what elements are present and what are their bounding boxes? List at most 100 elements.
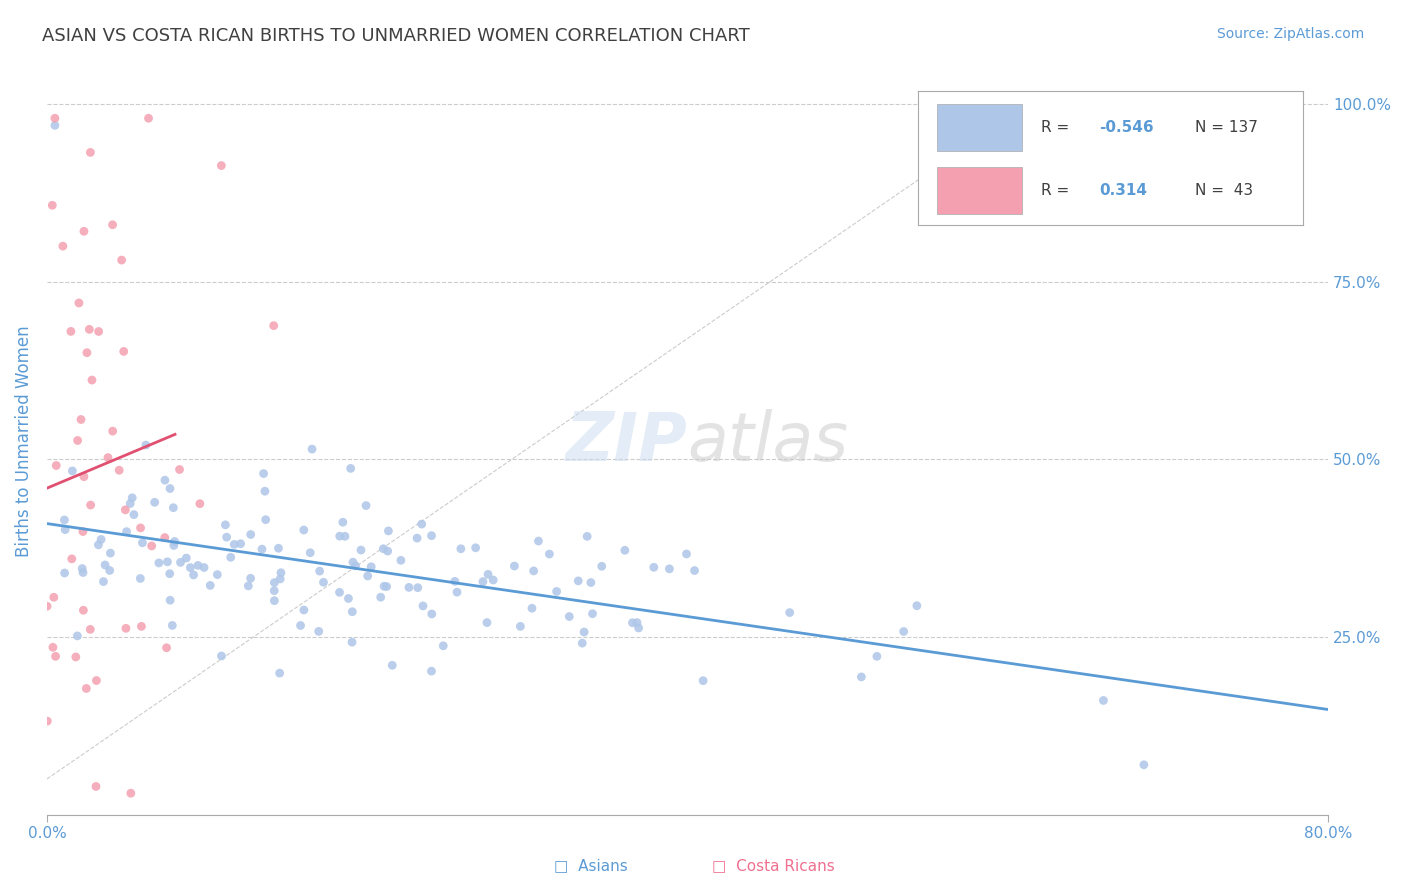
Point [692,673,714,688]
Point [53,566,76,580]
Point [683,564,706,578]
Point [66,629,89,643]
Point [108,463,131,477]
Point [252,467,274,481]
Point [337,591,360,606]
Point [621,615,644,630]
Point [292,603,315,617]
Point [626,615,648,630]
Point [905,599,928,613]
Point [211,648,233,663]
Point [344,558,367,573]
Point [219,550,242,565]
Point [100,546,122,560]
Point [60,464,83,478]
Point [523,564,546,578]
Point [389,553,412,567]
Point [148,556,170,570]
Point [675,547,697,561]
Point [381,658,404,673]
Point [162,618,184,632]
Text: ZIP: ZIP [565,409,688,475]
Point [546,584,568,599]
Point [373,579,395,593]
Point [224,537,246,551]
Point [41,198,63,212]
Point [97,450,120,465]
Point [263,593,285,607]
Point [464,541,486,555]
Point [138,112,160,126]
Point [174,551,197,566]
Point [120,786,142,800]
Point [193,560,215,574]
Point [131,536,153,550]
Point [475,615,498,630]
Text: Source: ZipAtlas.com: Source: ZipAtlas.com [1216,27,1364,41]
Point [80,373,103,387]
Point [450,541,472,556]
Point [53,513,76,527]
Point [581,607,603,621]
Point [188,497,211,511]
Point [354,499,377,513]
Point [155,640,177,655]
Point [84,780,107,794]
Point [229,537,252,551]
Point [308,624,330,639]
Point [333,529,356,543]
Point [420,607,443,621]
Point [290,618,312,632]
Point [406,581,429,595]
Point [183,568,205,582]
Point [377,544,399,558]
Point [627,621,650,635]
Text: ASIAN VS COSTA RICAN BIRTHS TO UNMARRIED WOMEN CORRELATION CHART: ASIAN VS COSTA RICAN BIRTHS TO UNMARRIED… [42,27,749,45]
Point [94,558,117,572]
Point [576,529,599,543]
Point [527,534,550,549]
Point [263,575,285,590]
Point [86,673,108,688]
Point [1092,693,1115,707]
Point [101,218,124,232]
Point [122,508,145,522]
Point [267,541,290,556]
Point [37,714,59,728]
Point [239,527,262,541]
Point [613,543,636,558]
Point [72,603,94,617]
Point [42,640,65,655]
Point [350,543,373,558]
Point [482,573,505,587]
Point [538,547,561,561]
Point [558,609,581,624]
Point [472,574,495,589]
Point [79,498,101,512]
Point [87,538,110,552]
Point [339,461,361,475]
Point [207,567,229,582]
Point [59,325,82,339]
Point [308,564,330,578]
Point [169,555,191,569]
Point [45,458,67,473]
Point [420,664,443,678]
Point [446,585,468,599]
Point [75,681,97,696]
Point [263,583,285,598]
Text: atlas: atlas [688,409,849,475]
Point [375,580,398,594]
Point [72,524,94,539]
Point [153,531,176,545]
Point [114,503,136,517]
Point [44,119,66,133]
Point [579,575,602,590]
Point [163,539,186,553]
Point [67,296,90,310]
Point [299,546,322,560]
Point [115,621,138,635]
Point [342,605,364,619]
Point [162,500,184,515]
Point [509,619,531,633]
